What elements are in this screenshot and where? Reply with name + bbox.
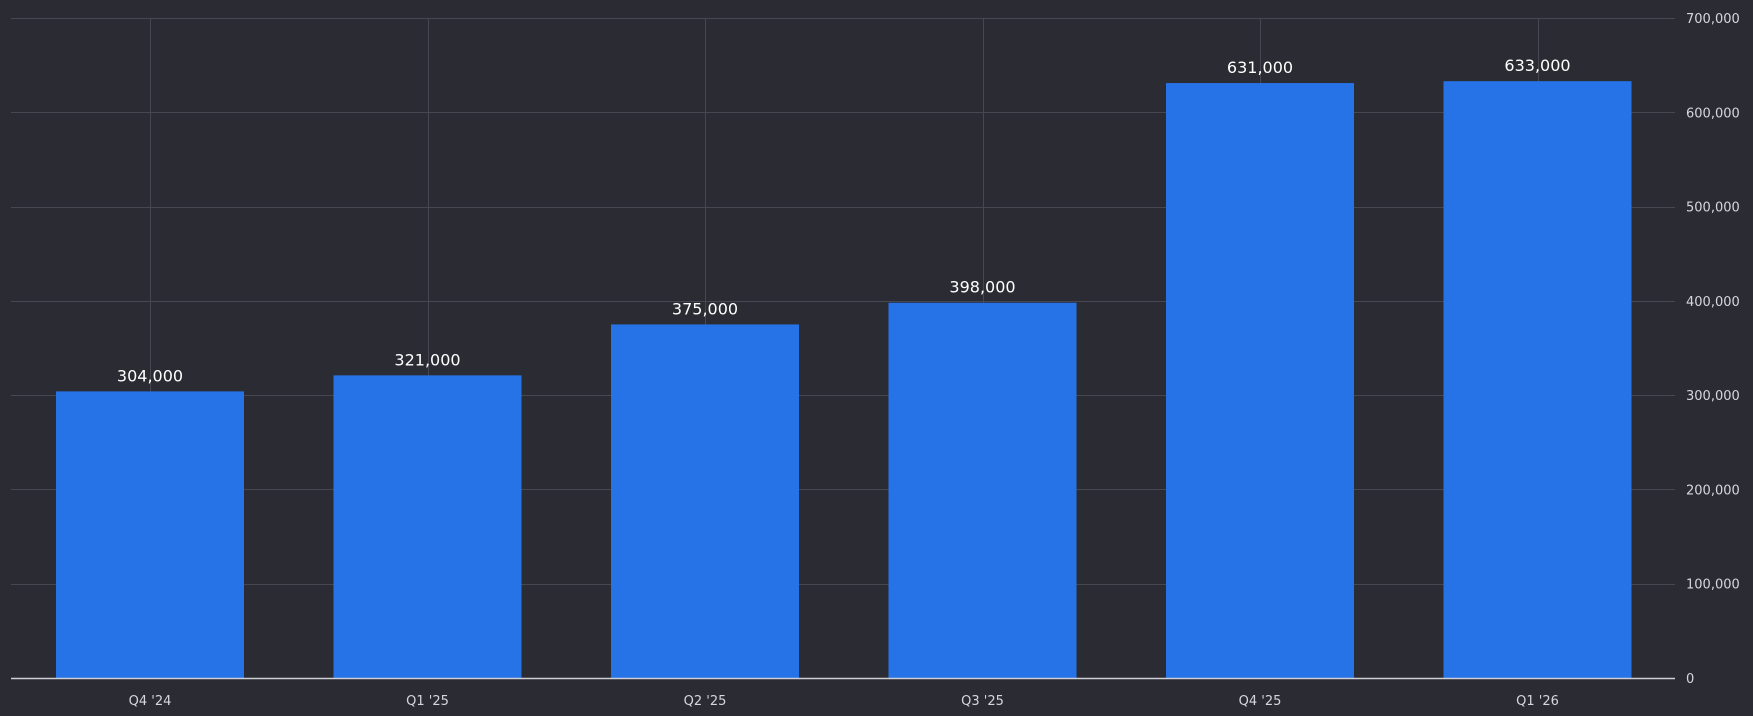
y-tick-label: 400,000	[1686, 295, 1740, 310]
bar-layer	[56, 81, 1632, 679]
y-tick-label: 500,000	[1686, 201, 1740, 216]
y-tick-label: 700,000	[1686, 12, 1740, 27]
bar	[888, 302, 1077, 678]
bar	[1443, 81, 1632, 678]
x-tick-label: Q3 '25	[961, 694, 1004, 709]
y-tick-label: 600,000	[1686, 106, 1740, 121]
data-label: 631,000	[1227, 58, 1293, 77]
y-tick-label: 200,000	[1686, 483, 1740, 498]
x-tick-label: Q4 '24	[129, 694, 172, 709]
axis-layer: Q4 '24 Q1 '25 Q2 '25 Q3 '25 Q4 '25 Q1 '26 0 100…	[11, 12, 1740, 709]
bar	[56, 391, 244, 678]
data-label: 398,000	[949, 278, 1015, 297]
data-label: 633,000	[1504, 56, 1570, 75]
data-label: 304,000	[117, 366, 183, 385]
x-tick-label: Q1 '25	[406, 694, 449, 709]
y-tick-label: 0	[1686, 672, 1694, 687]
data-label: 375,000	[672, 299, 738, 318]
bar	[611, 324, 799, 678]
x-tick-label: Q2 '25	[684, 694, 727, 709]
bar	[1166, 83, 1354, 679]
y-tick-label: 100,000	[1686, 578, 1740, 593]
x-tick-label: Q4 '25	[1239, 694, 1282, 709]
bar	[333, 375, 522, 678]
grid-layer	[11, 18, 1675, 678]
data-label: 321,000	[394, 350, 460, 369]
y-tick-label: 300,000	[1686, 389, 1740, 404]
x-tick-label: Q1 '26	[1516, 694, 1559, 709]
label-layer: 304,000 321,000 375,000 398,000 631,000 633,0…	[117, 56, 1571, 385]
